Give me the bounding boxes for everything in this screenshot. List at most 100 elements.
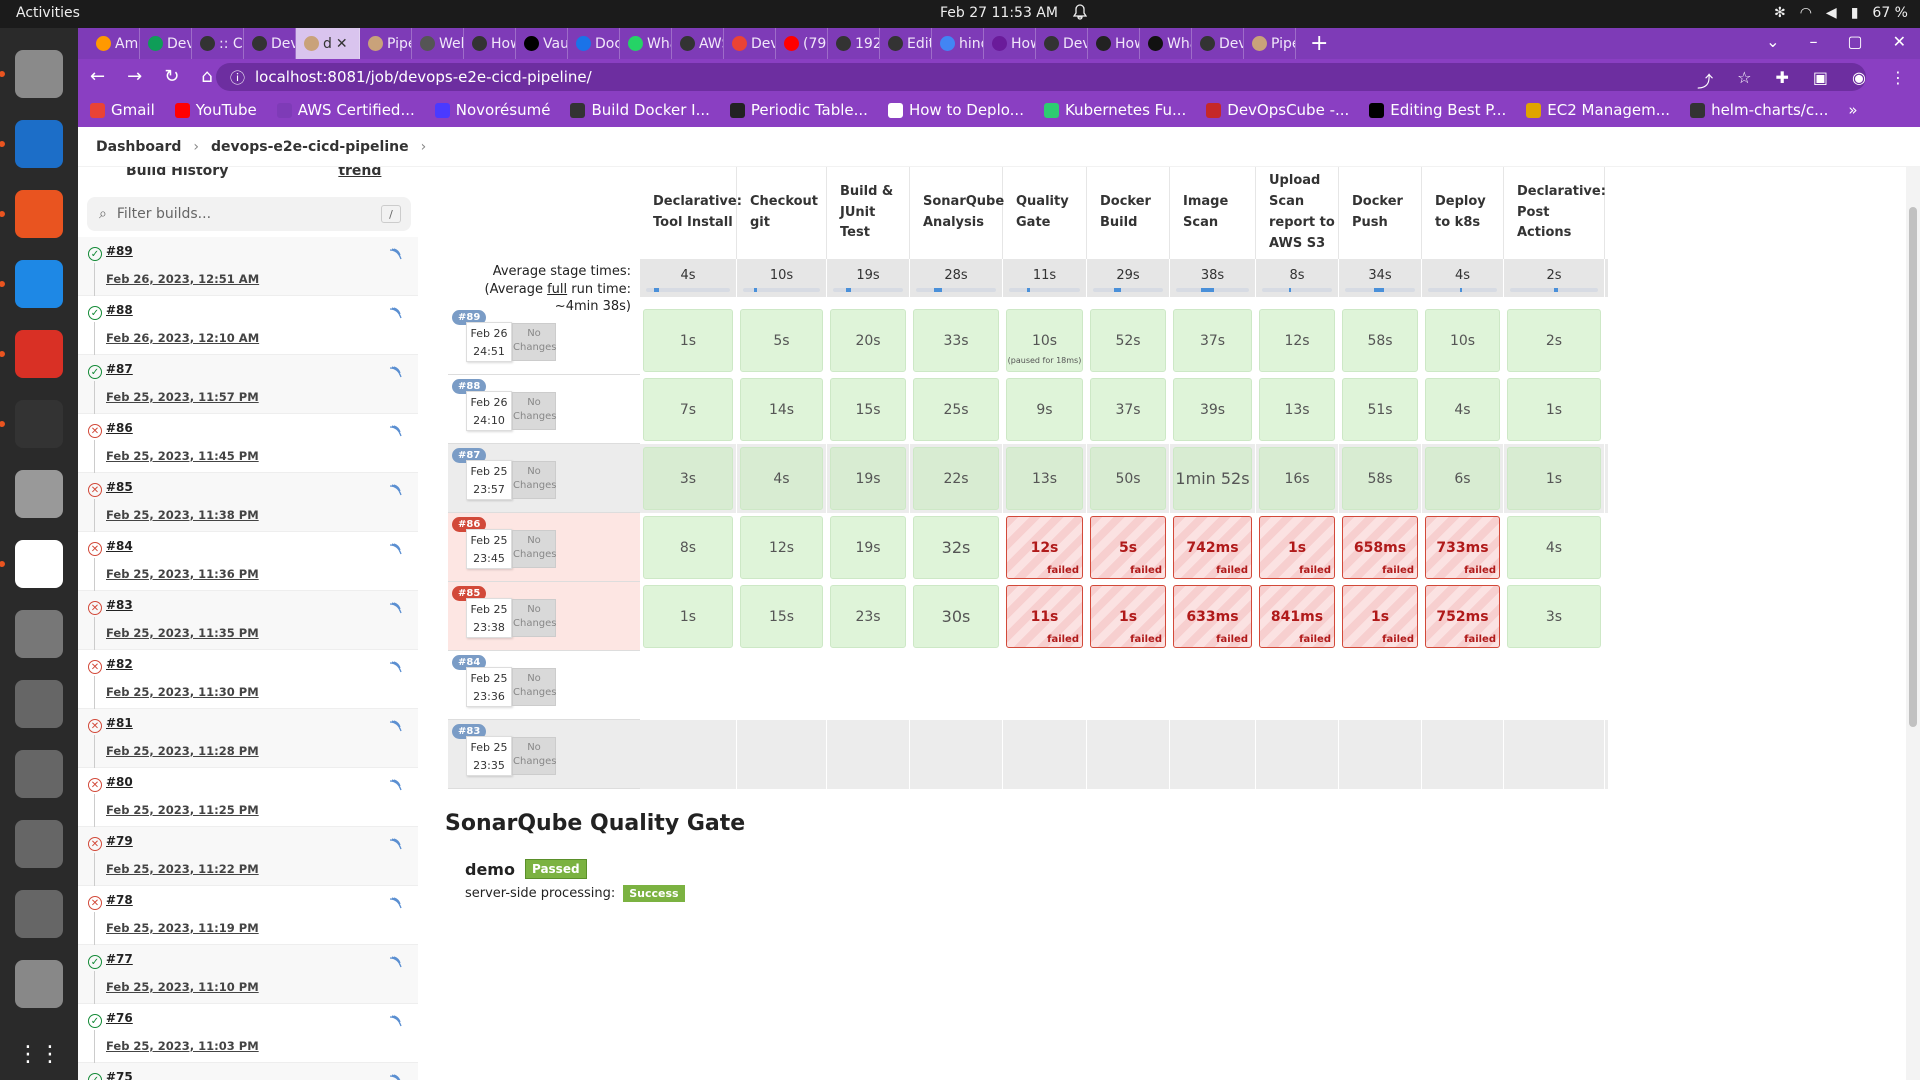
- build-number-link[interactable]: #76: [106, 1011, 133, 1025]
- tab-search-icon[interactable]: ⌄: [1766, 32, 1780, 51]
- stage-cell[interactable]: 1s failed: [1256, 513, 1339, 582]
- stage-cell[interactable]: 16s: [1256, 444, 1339, 513]
- bookmark-item[interactable]: Kubernetes Fu...: [1043, 101, 1186, 119]
- filter-builds-input[interactable]: ⌕ Filter builds... /: [87, 197, 411, 231]
- disk-icon[interactable]: [15, 750, 63, 798]
- console-output-icon[interactable]: [388, 424, 404, 440]
- stage-cell[interactable]: 1s failed: [1339, 582, 1422, 651]
- stage-success-box[interactable]: 16s: [1259, 447, 1335, 510]
- run-badge[interactable]: #83: [452, 724, 487, 739]
- stage-cell[interactable]: [737, 651, 827, 720]
- stage-success-box[interactable]: 37s: [1173, 309, 1252, 372]
- changes-box[interactable]: No Changes: [512, 599, 557, 637]
- settings-icon[interactable]: ✻: [1773, 5, 1786, 21]
- stage-cell[interactable]: 4s: [1422, 375, 1504, 444]
- console-output-icon[interactable]: [388, 896, 404, 912]
- stage-cell[interactable]: 1s: [1504, 444, 1605, 513]
- browser-tab[interactable]: d ✕: [296, 28, 360, 59]
- disk-icon[interactable]: [15, 680, 63, 728]
- stage-success-box[interactable]: 58s: [1342, 447, 1418, 510]
- stage-cell[interactable]: 633ms failed: [1170, 582, 1256, 651]
- slack-icon[interactable]: [0, 540, 63, 588]
- console-output-icon[interactable]: [388, 247, 404, 263]
- wifi-icon[interactable]: ◠: [1799, 5, 1812, 21]
- run-badge[interactable]: #89: [452, 310, 487, 325]
- stage-cell[interactable]: 1s failed: [1087, 582, 1170, 651]
- browser-tab[interactable]: 192.: [828, 28, 880, 59]
- build-date-link[interactable]: Feb 25, 2023, 11:36 PM: [106, 567, 259, 581]
- build-number-link[interactable]: #80: [106, 775, 133, 789]
- share-icon[interactable]: ⤴: [1697, 72, 1714, 91]
- console-output-icon[interactable]: [388, 1014, 404, 1030]
- build-row[interactable]: ✕ #81 Feb 25, 2023, 11:28 PM: [78, 709, 418, 768]
- stage-cell[interactable]: 10s (paused for 18ms): [1003, 306, 1087, 375]
- stage-success-box[interactable]: 32s: [913, 516, 999, 579]
- bookmark-item[interactable]: How to Deplo...: [887, 101, 1024, 119]
- stage-cell[interactable]: [1339, 720, 1422, 789]
- stage-success-box[interactable]: 9s: [1006, 378, 1083, 441]
- stage-cell[interactable]: 39s: [1170, 375, 1256, 444]
- changes-box[interactable]: No Changes: [512, 392, 557, 430]
- build-row[interactable]: ✓ #76 Feb 25, 2023, 11:03 PM: [78, 1004, 418, 1063]
- stage-cell[interactable]: 6s: [1422, 444, 1504, 513]
- stage-success-box[interactable]: 52s: [1090, 309, 1166, 372]
- stage-cell[interactable]: 4s: [1504, 513, 1605, 582]
- browser-tab[interactable]: hind: [932, 28, 984, 59]
- stage-success-box[interactable]: 3s: [643, 447, 733, 510]
- address-bar[interactable]: ⓘ localhost:8081/job/devops-e2e-cicd-pip…: [216, 63, 1866, 91]
- terminal-icon[interactable]: [0, 400, 63, 448]
- trend-link[interactable]: trend: [338, 167, 382, 179]
- software-icon[interactable]: [0, 190, 63, 238]
- profile-avatar[interactable]: ◉: [1852, 68, 1866, 87]
- stage-success-box[interactable]: 13s: [1006, 447, 1083, 510]
- build-number-link[interactable]: #78: [106, 893, 133, 907]
- build-row[interactable]: ✕ #86 Feb 25, 2023, 11:45 PM: [78, 414, 418, 473]
- new-tab-button[interactable]: +: [1310, 31, 1329, 56]
- stage-success-box[interactable]: 12s: [740, 516, 823, 579]
- writer-icon[interactable]: [0, 120, 63, 168]
- build-row[interactable]: ✓ #75: [78, 1063, 418, 1080]
- build-row[interactable]: ✕ #79 Feb 25, 2023, 11:22 PM: [78, 827, 418, 886]
- bookmark-item[interactable]: Novorésumé: [434, 101, 550, 119]
- stage-success-box[interactable]: 3s: [1507, 585, 1601, 648]
- stage-cell[interactable]: 13s: [1256, 375, 1339, 444]
- minimize-icon[interactable]: –: [1809, 32, 1818, 51]
- stage-cell[interactable]: [1003, 720, 1087, 789]
- stage-success-box[interactable]: 1min 52s: [1173, 447, 1252, 510]
- stage-cell[interactable]: [1170, 720, 1256, 789]
- stage-cell[interactable]: 1s: [640, 582, 737, 651]
- stage-failed-box[interactable]: 11s failed: [1006, 585, 1083, 648]
- stage-success-box[interactable]: 8s: [643, 516, 733, 579]
- stage-cell[interactable]: 37s: [1087, 375, 1170, 444]
- stage-cell[interactable]: 658ms failed: [1339, 513, 1422, 582]
- stage-success-box[interactable]: 58s: [1342, 309, 1418, 372]
- stage-cell[interactable]: 58s: [1339, 444, 1422, 513]
- menu-icon[interactable]: ⋮: [1890, 68, 1906, 87]
- stage-cell[interactable]: 12s: [737, 513, 827, 582]
- breadcrumb-job[interactable]: devops-e2e-cicd-pipeline: [211, 138, 409, 155]
- drive-icon[interactable]: [15, 960, 63, 1008]
- home-icon[interactable]: ⌂: [201, 65, 213, 87]
- screenshot-icon[interactable]: [15, 470, 63, 518]
- build-date-link[interactable]: Feb 25, 2023, 11:30 PM: [106, 685, 259, 699]
- build-date-link[interactable]: Feb 25, 2023, 11:25 PM: [106, 803, 259, 817]
- stage-cell[interactable]: 14s: [737, 375, 827, 444]
- stage-cell[interactable]: 33s: [910, 306, 1003, 375]
- maximize-icon[interactable]: ▢: [1847, 32, 1863, 51]
- bookmark-item[interactable]: Build Docker I...: [570, 101, 710, 119]
- stage-cell[interactable]: 30s: [910, 582, 1003, 651]
- extensions-icon[interactable]: ✚: [1775, 68, 1789, 87]
- tab-close-icon[interactable]: ✕: [335, 35, 348, 52]
- browser-tab[interactable]: Pipe: [360, 28, 412, 59]
- stage-success-box[interactable]: 2s: [1507, 309, 1601, 372]
- stage-cell[interactable]: 9s: [1003, 375, 1087, 444]
- build-number-link[interactable]: #84: [106, 539, 133, 553]
- stage-cell[interactable]: [1087, 651, 1170, 720]
- stage-success-box[interactable]: 15s: [830, 378, 906, 441]
- browser-tab[interactable]: Editi: [880, 28, 932, 59]
- stage-success-box[interactable]: 6s: [1425, 447, 1500, 510]
- stage-cell[interactable]: 752ms failed: [1422, 582, 1504, 651]
- stage-cell[interactable]: 22s: [910, 444, 1003, 513]
- bookmark-item[interactable]: DevOpsCube -...: [1206, 101, 1349, 119]
- console-output-icon[interactable]: [388, 365, 404, 381]
